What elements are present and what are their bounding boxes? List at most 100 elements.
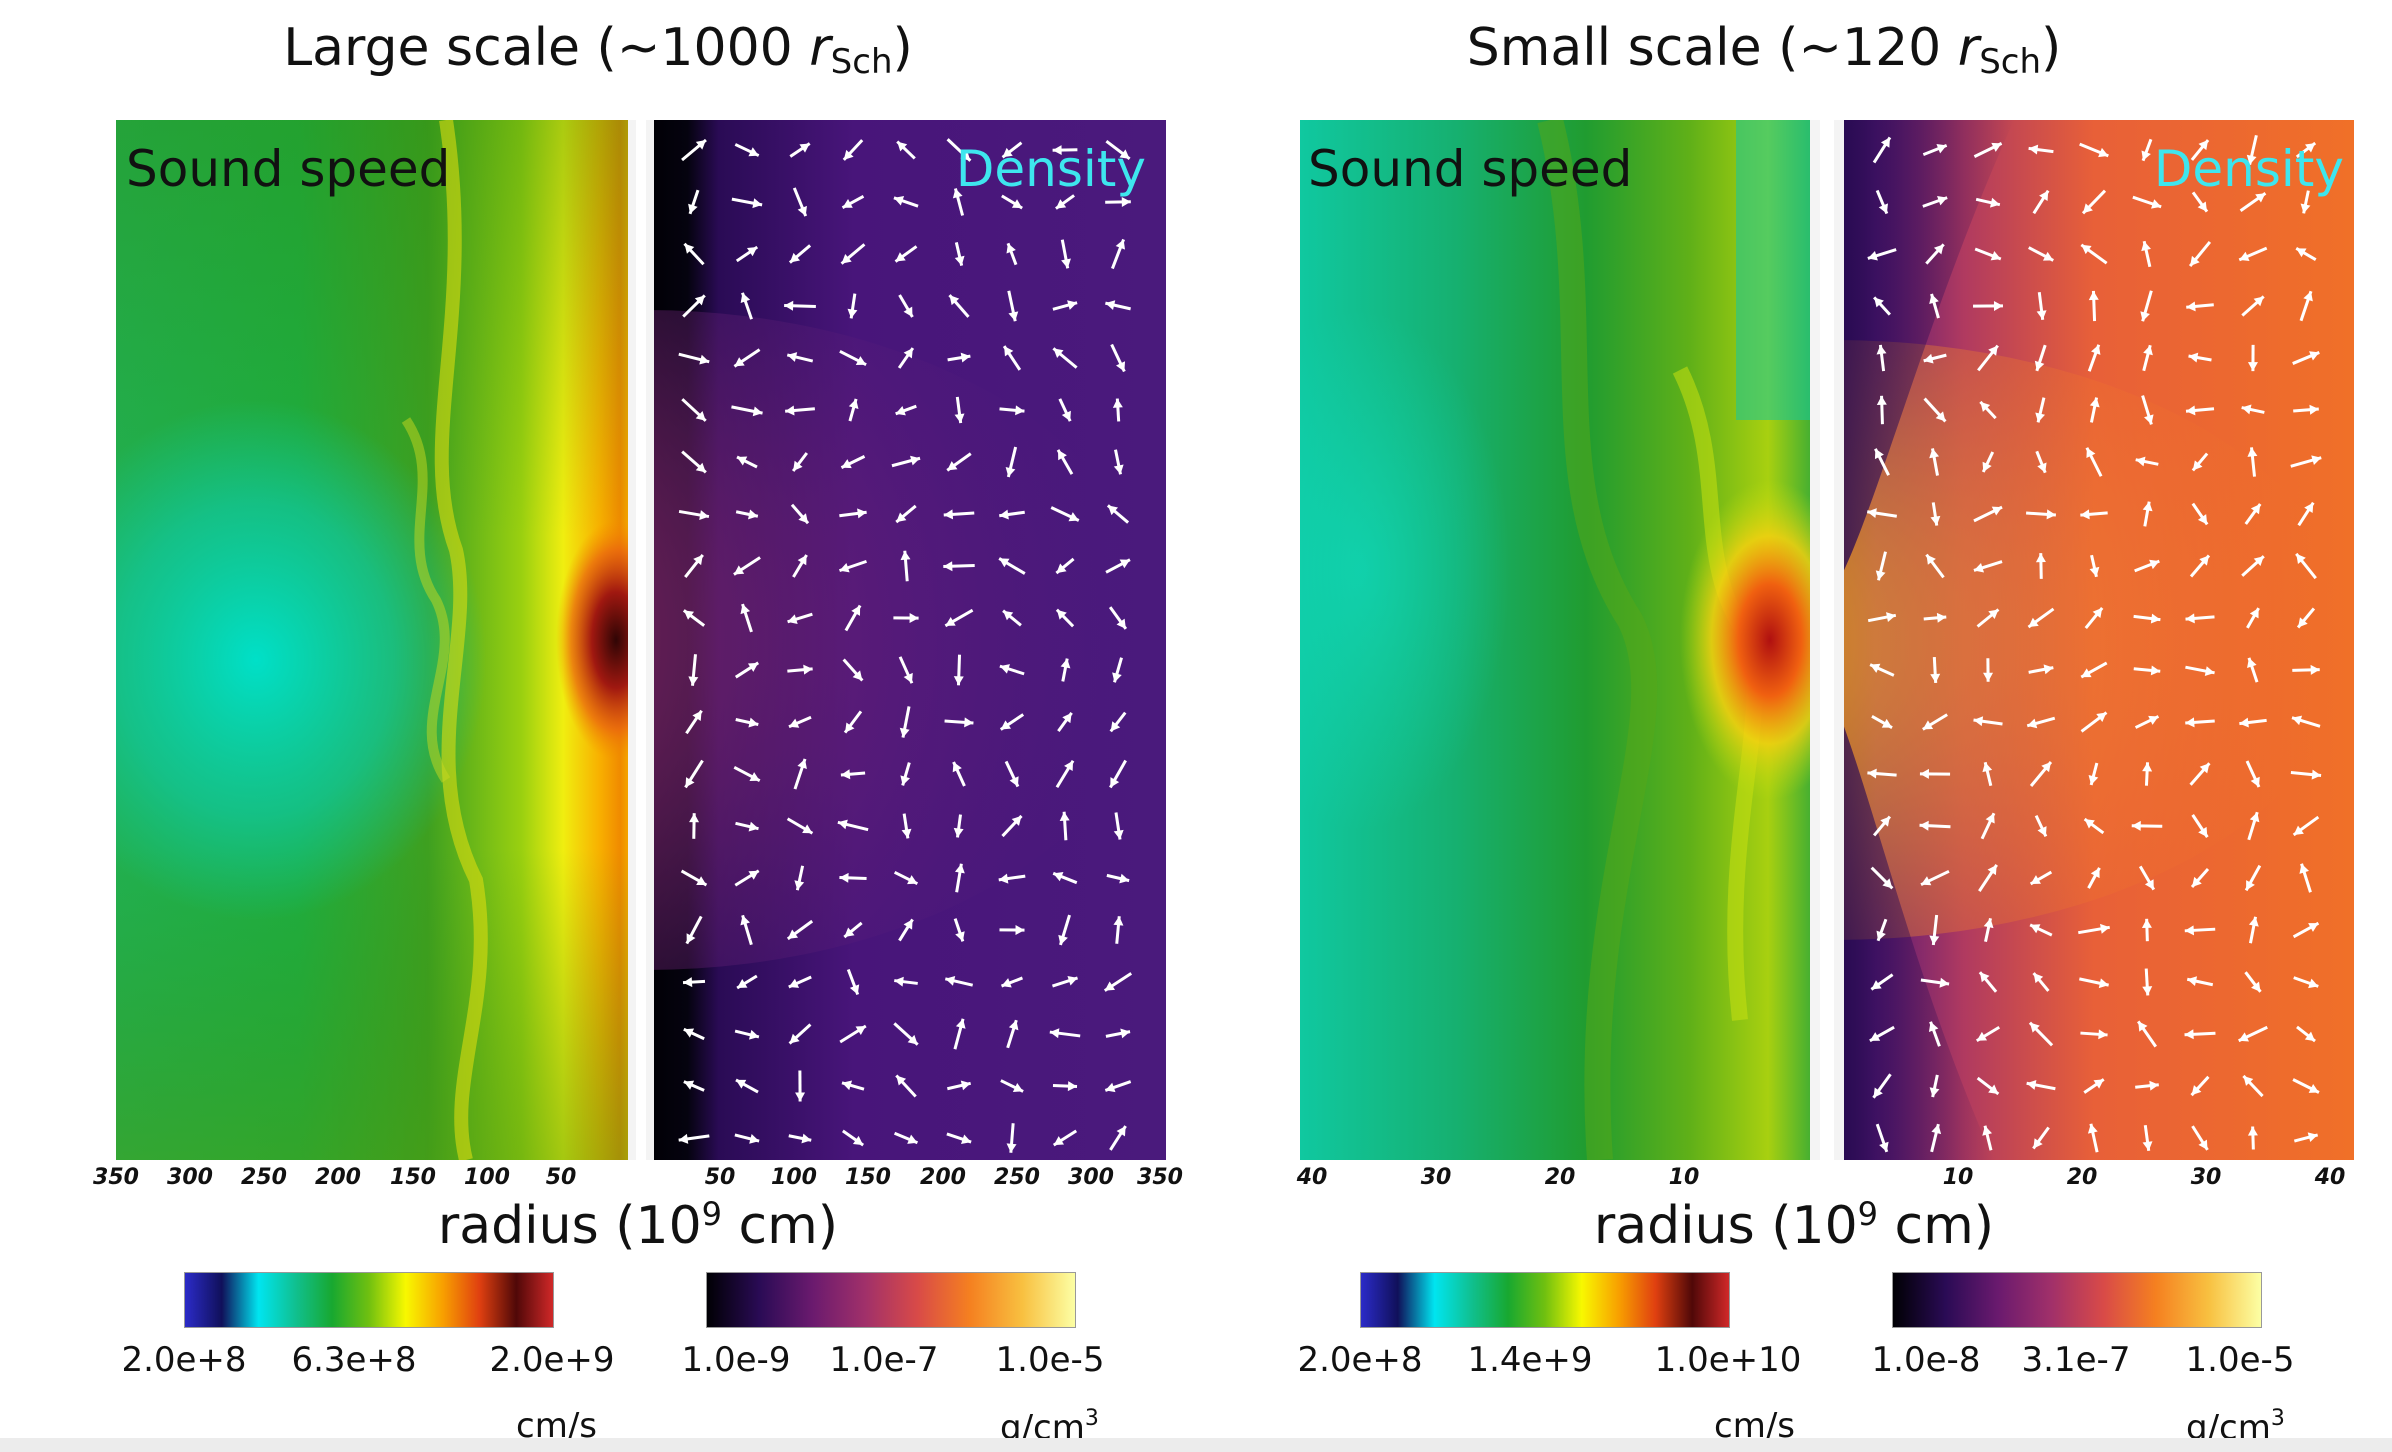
velocity-arrowhead (1112, 398, 1123, 408)
velocity-arrowhead (793, 460, 803, 471)
velocity-arrowhead (1990, 251, 2001, 261)
velocity-arrowhead (2030, 875, 2041, 884)
velocity-arrowhead (683, 1028, 695, 1038)
velocity-arrowhead (903, 919, 913, 930)
sound-speed-label: Sound speed (126, 140, 451, 198)
velocity-arrowhead (2250, 504, 2261, 515)
velocity-arrowhead (1933, 244, 1944, 255)
velocity-arrowhead (749, 772, 760, 781)
velocity-arrowhead (2305, 143, 2316, 153)
velocity-arrowhead (1053, 871, 1064, 882)
velocity-arrowhead (2089, 566, 2100, 577)
velocity-arrowhead (1119, 559, 1130, 569)
velocity-arrowhead (2199, 555, 2209, 566)
velocity-arrowhead (2255, 193, 2266, 203)
velocity-arrowhead (841, 253, 852, 264)
velocity-arrowhead (1000, 720, 1012, 730)
velocity-arrowhead (2253, 556, 2264, 566)
velocity-arrowhead (842, 199, 853, 208)
velocity-arrowhead (2086, 447, 2096, 459)
velocity-arrowhead (1011, 199, 1023, 209)
velocity-arrowhead (1067, 975, 1078, 986)
velocity-arrowhead (903, 306, 913, 317)
velocity-arrowhead (839, 872, 849, 883)
velocity-arrowhead (2250, 776, 2260, 787)
velocity-arrowhead (1059, 811, 1070, 822)
velocity-arrowhead (2098, 1029, 2108, 1040)
tick-label: 40 (2314, 1165, 2346, 1190)
velocity-arrowhead (1989, 197, 2000, 208)
velocity-arrowhead (2143, 414, 2154, 425)
velocity-arrowhead (1881, 718, 1893, 728)
velocity-arrowhead (844, 927, 855, 938)
velocity-arrowhead (849, 984, 860, 995)
velocity-arrowhead (1119, 873, 1130, 884)
velocity-arrowhead (2247, 1126, 2258, 1136)
velocity-arrowhead (788, 978, 800, 988)
velocity-arrowhead (2247, 447, 2258, 457)
velocity-arrowhead (909, 613, 919, 624)
velocity-arrowhead (1052, 145, 1062, 156)
tick-label: 350 (93, 1165, 139, 1190)
velocity-arrowhead (694, 295, 705, 306)
velocity-arrowhead (2089, 397, 2100, 408)
velocity-arrowhead (1993, 300, 2003, 311)
velocity-arrowhead (1115, 361, 1126, 372)
velocity-arrowhead (1923, 353, 1934, 364)
velocity-arrowhead (1987, 864, 1997, 876)
velocity-arrowhead (1104, 981, 1116, 991)
velocity-arrowhead (945, 617, 956, 626)
velocity-arrowhead (1979, 972, 1990, 983)
velocity-arrowhead (692, 710, 702, 721)
velocity-arrowhead (2138, 1021, 2148, 1032)
velocity-arrowhead (699, 354, 710, 365)
velocity-arrowhead (947, 461, 958, 471)
velocity-arrowhead (1919, 820, 1929, 831)
velocity-arrowhead (695, 139, 706, 150)
velocity-arrowhead (1991, 506, 2003, 516)
velocity-arrowhead (1930, 515, 1941, 526)
velocity-arrowhead (2141, 241, 2151, 252)
tick-label: 10 (1942, 1165, 1974, 1190)
velocity-arrowhead (2035, 412, 2046, 423)
velocity-arrowhead (907, 1134, 918, 1144)
velocity-arrowhead (954, 413, 965, 424)
velocity-arrowhead (2296, 553, 2306, 564)
velocity-arrowhead (1002, 147, 1013, 158)
velocity-arrowhead (737, 979, 748, 989)
velocity-arrowhead (2131, 820, 2141, 831)
tick-label: 40 (1296, 1165, 1328, 1190)
velocity-arrowhead (794, 880, 805, 891)
velocity-arrowhead (2151, 199, 2162, 209)
velocity-arrowhead (840, 769, 851, 780)
x-ticks-right: 50 100 150 200 250 300 350 (646, 1165, 1183, 1205)
velocity-arrowhead (2246, 154, 2257, 165)
velocity-arrowhead (851, 605, 861, 616)
velocity-arrowhead (689, 813, 700, 823)
velocity-arrowhead (2149, 559, 2160, 570)
velocity-arrowhead (1929, 448, 1940, 459)
velocity-arrowhead (1874, 297, 1884, 308)
velocity-arrowhead (2043, 664, 2054, 675)
velocity-arrowhead (2300, 203, 2311, 214)
velocity-arrowhead (999, 509, 1009, 520)
velocity-arrowhead (1058, 934, 1068, 945)
panel-small-scale: Small scale (~120 rSch) (1196, 0, 2392, 1452)
velocity-arrowhead (1049, 1028, 1060, 1039)
colorbar-tick: 3.1e-7 (2021, 1340, 2131, 1380)
colorbar-tick: 1.0e-5 (2185, 1340, 2295, 1380)
velocity-arrowhead (686, 933, 696, 944)
velocity-arrowhead (1869, 1032, 1881, 1041)
velocity-arrowhead (2042, 251, 2054, 261)
velocity-arrowhead (1982, 762, 1993, 773)
bottom-strip (0, 1438, 2392, 1452)
velocity-arrowhead (2140, 311, 2150, 322)
velocity-arrowhead (688, 203, 698, 214)
velocity-arrowhead (895, 252, 906, 262)
velocity-arrowhead (2029, 1022, 2040, 1033)
velocity-arrowhead (748, 1029, 759, 1040)
velocity-arrowhead (893, 196, 905, 206)
velocity-arrowhead (747, 662, 759, 672)
velocity-arrowhead (2148, 715, 2159, 725)
velocity-arrowhead (788, 718, 800, 728)
